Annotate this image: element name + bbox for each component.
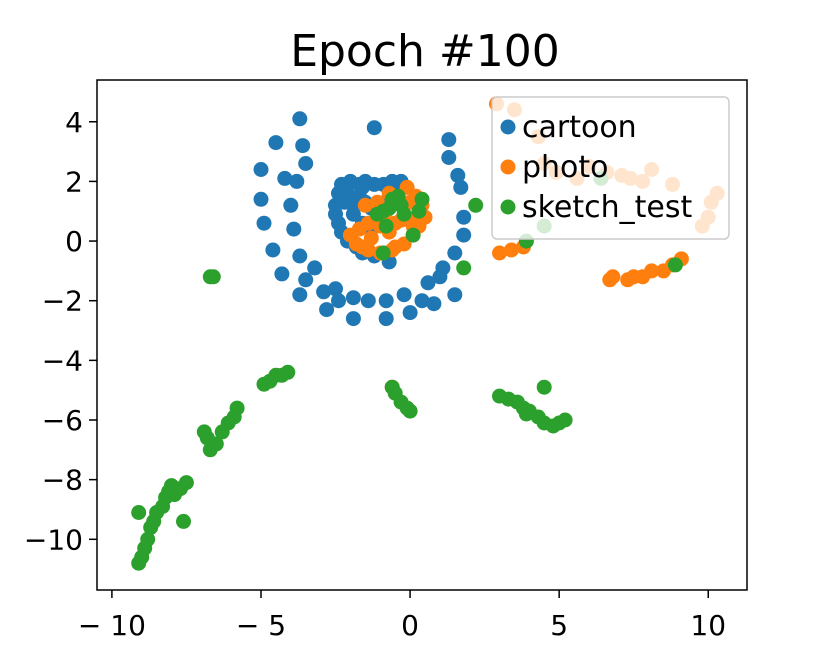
point-cartoon-73: [354, 179, 370, 195]
x-tick-label-4: 10: [690, 609, 726, 642]
point-cartoon-9: [256, 215, 272, 231]
legend-box: [491, 96, 730, 240]
x-tick-label-2: 0: [401, 609, 419, 642]
point-cartoon-33: [435, 260, 451, 276]
y-tick-label-0: 4: [65, 106, 83, 139]
point-sketch_test-55: [378, 218, 394, 234]
point-cartoon-35: [456, 227, 472, 243]
point-sketch_test-35: [402, 403, 418, 419]
legend-marker-sketch_test: [500, 199, 516, 215]
point-cartoon-27: [402, 305, 418, 321]
point-cartoon-28: [414, 293, 430, 309]
chart-title: Epoch #100: [290, 26, 560, 77]
point-photo-49: [503, 242, 519, 258]
point-cartoon-0: [268, 135, 284, 151]
point-cartoon-10: [286, 221, 302, 237]
point-photo-52: [605, 269, 621, 285]
x-tick-label-3: 5: [550, 609, 568, 642]
point-cartoon-13: [274, 266, 290, 282]
point-cartoon-22: [360, 293, 376, 309]
point-cartoon-18: [328, 281, 343, 297]
point-cartoon-21: [345, 290, 361, 306]
point-sketch_test-2: [131, 505, 147, 520]
point-cartoon-40: [441, 132, 457, 148]
point-cartoon-38: [450, 167, 466, 183]
y-tick-label-1: 2: [65, 165, 83, 198]
point-sketch_test-54: [369, 206, 385, 222]
point-cartoon-6: [289, 173, 305, 189]
point-sketch_test-56: [405, 227, 421, 243]
x-tick-label-0: − 10: [78, 609, 146, 642]
point-sketch_test-15: [178, 475, 194, 491]
point-sketch_test-60: [456, 260, 472, 276]
point-cartoon-34: [447, 245, 463, 261]
point-cartoon-16: [316, 284, 332, 300]
point-cartoon-3: [298, 156, 314, 171]
point-cartoon-41: [366, 120, 382, 136]
point-cartoon-7: [253, 191, 269, 207]
point-sketch_test-45: [557, 412, 573, 428]
point-sketch_test-46: [536, 379, 552, 395]
point-cartoon-5: [277, 170, 293, 186]
point-photo-56: [644, 263, 660, 279]
point-sketch_test-64: [667, 257, 683, 273]
point-sketch_test-25: [229, 400, 245, 416]
y-tick-label-2: 0: [65, 225, 83, 258]
point-cartoon-39: [441, 150, 457, 165]
point-cartoon-23: [345, 311, 361, 327]
legend-label-cartoon: cartoon: [522, 110, 637, 145]
point-sketch_test-17: [164, 478, 179, 494]
point-sketch_test-30: [280, 364, 296, 380]
legend: cartoon photo sketch_test: [491, 96, 730, 240]
legend-marker-photo: [500, 159, 516, 175]
point-cartoon-24: [378, 293, 394, 309]
point-sketch_test-1: [205, 269, 221, 285]
point-cartoon-36: [456, 209, 472, 225]
point-sketch_test-47: [518, 406, 534, 422]
legend-label-sketch_test: sketch_test: [522, 190, 693, 225]
point-cartoon-14: [307, 260, 323, 276]
y-axis: 4 2 0 −2 −4 −6 −8 −10: [24, 106, 97, 556]
point-cartoon-20: [331, 293, 346, 309]
x-tick-label-1: − 5: [236, 609, 286, 642]
y-tick-label-7: −10: [24, 523, 83, 556]
point-sketch_test-61: [468, 197, 484, 213]
x-axis: − 10 − 5 0 5 10: [78, 590, 726, 642]
y-tick-label-4: −4: [42, 344, 83, 377]
point-cartoon-17: [292, 287, 308, 303]
point-photo-27: [354, 239, 370, 255]
point-cartoon-15: [298, 272, 314, 288]
point-cartoon-25: [378, 311, 394, 327]
point-sketch_test-6: [140, 531, 156, 547]
y-tick-label-3: −2: [42, 285, 83, 318]
point-sketch_test-57: [414, 191, 430, 207]
y-tick-label-5: −6: [42, 404, 83, 437]
point-cartoon-11: [265, 242, 281, 258]
point-cartoon-30: [420, 275, 436, 291]
point-sketch_test-16: [176, 513, 191, 529]
point-sketch_test-59: [375, 245, 391, 261]
point-cartoon-32: [447, 287, 463, 303]
point-photo-28: [387, 239, 403, 255]
legend-marker-cartoon: [500, 119, 516, 135]
legend-label-photo: photo: [522, 150, 609, 185]
y-tick-label-6: −8: [42, 464, 83, 497]
point-cartoon-12: [292, 248, 308, 264]
point-cartoon-26: [396, 287, 412, 303]
point-cartoon-1: [292, 111, 308, 127]
plot-frame: [96, 79, 748, 591]
point-cartoon-2: [295, 138, 311, 154]
point-cartoon-29: [426, 296, 442, 312]
point-sketch_test-58: [411, 203, 427, 219]
point-cartoon-8: [283, 197, 299, 213]
point-sketch_test-21: [208, 436, 224, 452]
point-cartoon-37: [453, 179, 469, 195]
point-photo-19: [357, 197, 373, 213]
point-cartoon-19: [319, 302, 335, 318]
point-sketch_test-53: [396, 206, 412, 222]
point-photo-48: [492, 245, 507, 261]
point-cartoon-4: [253, 162, 269, 177]
point-cartoon-74: [337, 194, 352, 210]
